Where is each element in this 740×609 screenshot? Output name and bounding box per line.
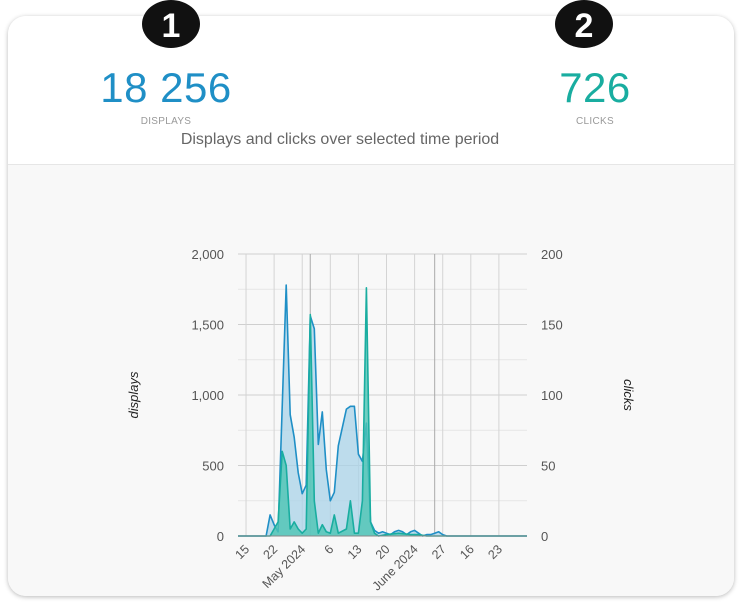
x-tick-label: 22 (261, 542, 281, 562)
displays-value: 18 256 (100, 64, 232, 111)
y-right-tick-label: 0 (541, 529, 548, 544)
step-marker-1-icon: 1 (142, 0, 200, 48)
metrics-header (8, 16, 734, 165)
y-right-tick-label: 200 (541, 247, 563, 262)
y-left-tick-label: 1,000 (191, 388, 224, 403)
y-left-tick-label: 1,500 (191, 318, 224, 333)
chart-areas (238, 284, 527, 537)
y-left-tick-label: 0 (217, 529, 224, 544)
x-tick-label: 6 (322, 542, 337, 557)
y-left-tick-label: 2,000 (191, 247, 224, 262)
y-right-tick-label: 100 (541, 388, 563, 403)
step-marker-2-icon: 2 (555, 0, 613, 48)
y-axis-left-label: displays (126, 371, 141, 418)
clicks-series-line (238, 287, 527, 537)
clicks-value: 726 (559, 64, 631, 111)
stats-card (8, 16, 734, 596)
x-tick-label: 23 (485, 542, 505, 562)
x-tick-label: 27 (429, 542, 449, 562)
chart-subtitle: Displays and clicks over selected time p… (180, 131, 500, 148)
y-right-tick-label: 50 (541, 459, 555, 474)
x-tick-label: 13 (345, 542, 365, 562)
displays-label: DISPLAYS (140, 116, 192, 127)
x-tick-label: 20 (373, 542, 393, 562)
y-left-tick-label: 500 (202, 459, 224, 474)
step-marker-2-number: 2 (575, 7, 594, 45)
clicks-label: CLICKS (576, 116, 614, 127)
y-right-tick-label: 150 (541, 318, 563, 333)
x-tick-label: 16 (457, 542, 477, 562)
x-tick-label: 15 (232, 542, 252, 562)
step-marker-1-number: 1 (162, 7, 181, 45)
y-axis-right-label: clicks (621, 379, 636, 411)
